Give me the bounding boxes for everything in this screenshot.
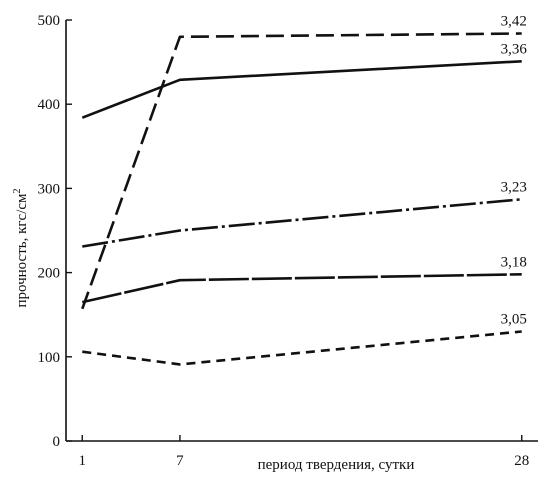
y-tick-label: 200 [38, 266, 61, 282]
y-axis: 0 100 200 300 400 500 [38, 13, 72, 450]
series-end-label: 3,42 [501, 13, 527, 29]
series-layer [81, 32, 522, 366]
series-end-label: 3,36 [501, 41, 528, 57]
y-tick-label: 0 [53, 434, 61, 450]
y-tick-label: 500 [38, 13, 61, 29]
y-axis-title-superscript: 2 [12, 188, 23, 193]
series-end-label: 3,23 [501, 179, 527, 195]
x-tick-label: 28 [514, 453, 529, 469]
x-axis: 1 7 28 [66, 435, 538, 469]
y-axis-title-group: прочность, кгс/см2 [12, 188, 30, 307]
series-line [82, 198, 522, 248]
labels-layer: 3,42 3,36 3,23 3,18 3,05 [501, 13, 528, 327]
series-line [82, 330, 522, 366]
y-tick-label: 300 [38, 181, 61, 197]
series-line [82, 273, 522, 304]
series-line [81, 32, 522, 310]
series-end-label: 3,18 [501, 254, 527, 270]
x-axis-title: период твердения, сутки [258, 457, 415, 473]
series-end-label: 3,05 [501, 312, 527, 328]
x-tick-label: 1 [79, 453, 87, 469]
y-tick-label: 100 [38, 350, 61, 366]
y-axis-title-main: прочность, кгс/см [14, 193, 30, 308]
y-axis-title: прочность, кгс/см2 [12, 188, 30, 307]
series-line [81, 60, 522, 119]
y-tick-label: 400 [38, 97, 61, 113]
x-tick-label: 7 [176, 453, 184, 469]
